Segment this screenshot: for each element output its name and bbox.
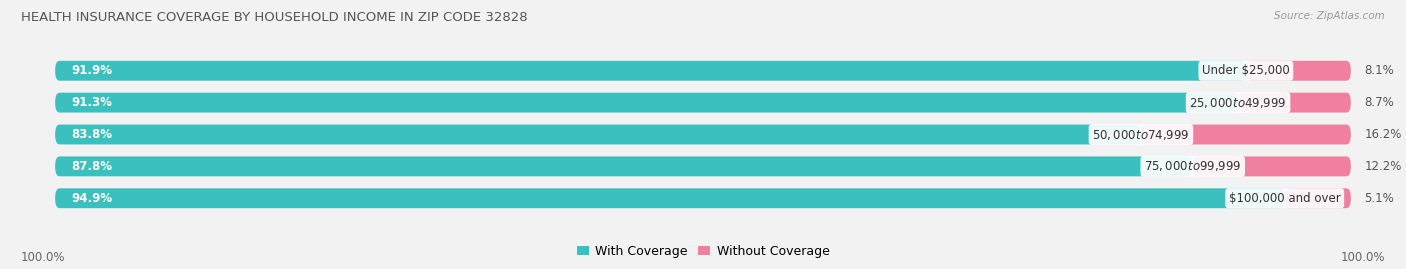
FancyBboxPatch shape bbox=[55, 93, 1351, 112]
Text: $75,000 to $99,999: $75,000 to $99,999 bbox=[1144, 159, 1241, 174]
Text: 16.2%: 16.2% bbox=[1364, 128, 1402, 141]
Legend: With Coverage, Without Coverage: With Coverage, Without Coverage bbox=[572, 240, 834, 263]
FancyBboxPatch shape bbox=[1239, 93, 1351, 112]
Text: $100,000 and over: $100,000 and over bbox=[1229, 192, 1340, 205]
Text: Under $25,000: Under $25,000 bbox=[1202, 64, 1289, 77]
Text: HEALTH INSURANCE COVERAGE BY HOUSEHOLD INCOME IN ZIP CODE 32828: HEALTH INSURANCE COVERAGE BY HOUSEHOLD I… bbox=[21, 11, 527, 24]
Text: 5.1%: 5.1% bbox=[1364, 192, 1395, 205]
Text: 100.0%: 100.0% bbox=[21, 251, 66, 264]
Text: 91.3%: 91.3% bbox=[72, 96, 112, 109]
FancyBboxPatch shape bbox=[55, 188, 1285, 208]
FancyBboxPatch shape bbox=[55, 61, 1351, 81]
FancyBboxPatch shape bbox=[1246, 61, 1351, 81]
Text: 100.0%: 100.0% bbox=[1340, 251, 1385, 264]
Text: 8.1%: 8.1% bbox=[1364, 64, 1395, 77]
FancyBboxPatch shape bbox=[55, 157, 1351, 176]
FancyBboxPatch shape bbox=[55, 125, 1351, 144]
Text: Source: ZipAtlas.com: Source: ZipAtlas.com bbox=[1274, 11, 1385, 21]
FancyBboxPatch shape bbox=[55, 93, 1239, 112]
FancyBboxPatch shape bbox=[55, 188, 1351, 208]
Text: 12.2%: 12.2% bbox=[1364, 160, 1402, 173]
Text: 87.8%: 87.8% bbox=[72, 160, 112, 173]
FancyBboxPatch shape bbox=[55, 61, 1246, 81]
Text: 91.9%: 91.9% bbox=[72, 64, 112, 77]
FancyBboxPatch shape bbox=[1140, 125, 1351, 144]
Text: 83.8%: 83.8% bbox=[72, 128, 112, 141]
Text: $25,000 to $49,999: $25,000 to $49,999 bbox=[1189, 95, 1286, 110]
FancyBboxPatch shape bbox=[1192, 157, 1351, 176]
Text: 94.9%: 94.9% bbox=[72, 192, 112, 205]
FancyBboxPatch shape bbox=[55, 157, 1192, 176]
Text: 8.7%: 8.7% bbox=[1364, 96, 1395, 109]
FancyBboxPatch shape bbox=[55, 125, 1140, 144]
FancyBboxPatch shape bbox=[1285, 188, 1351, 208]
Text: $50,000 to $74,999: $50,000 to $74,999 bbox=[1092, 128, 1189, 141]
